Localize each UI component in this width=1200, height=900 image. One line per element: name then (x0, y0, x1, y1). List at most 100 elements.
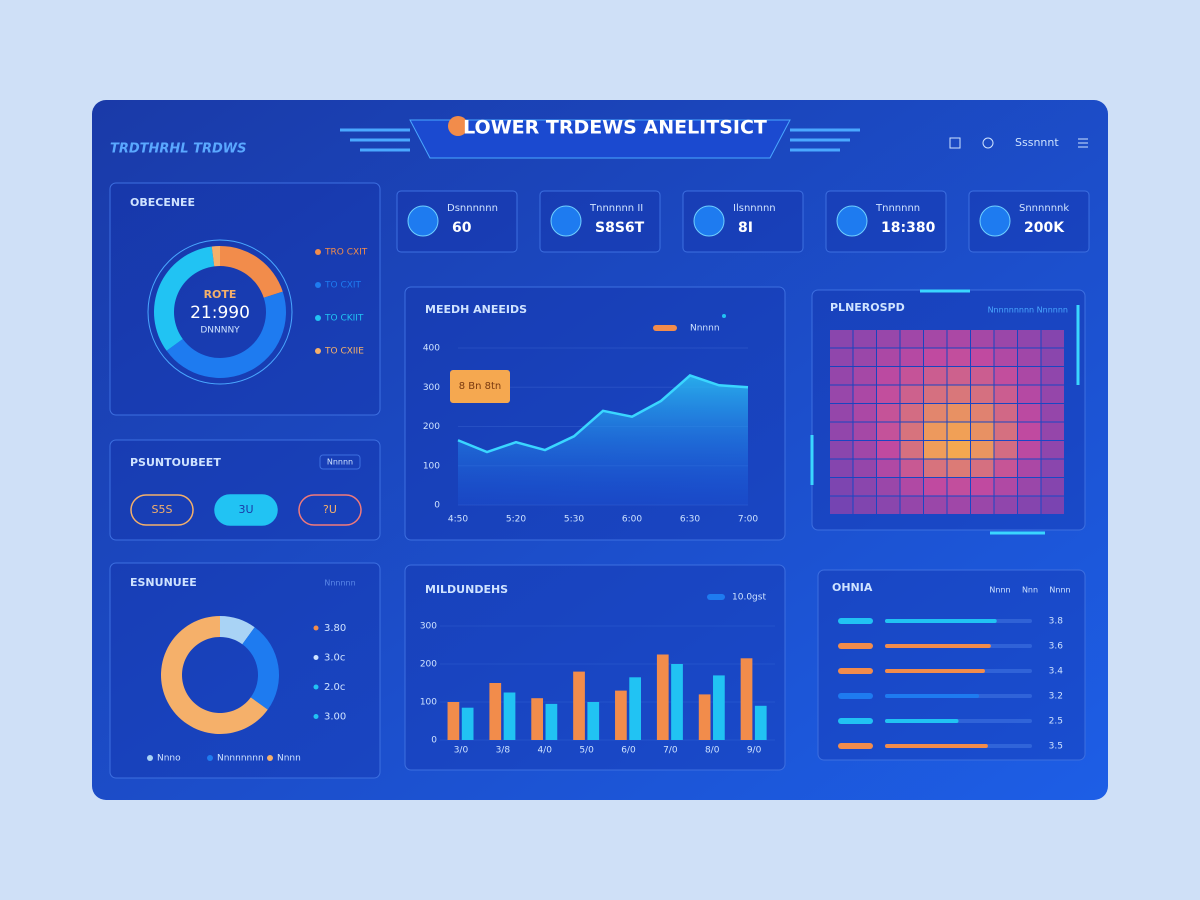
button-label[interactable]: S5S (152, 503, 173, 516)
heat-cell (971, 367, 994, 385)
bar (587, 702, 600, 740)
icon[interactable] (982, 137, 994, 149)
annotation-box (450, 370, 510, 403)
heat-cell (1041, 348, 1064, 366)
heat-cell (877, 367, 900, 385)
bar (447, 702, 460, 740)
legend-dot (313, 684, 319, 690)
panel (109, 562, 381, 779)
side-label: 3.0c (324, 653, 345, 664)
bar (573, 671, 585, 740)
bar (461, 707, 474, 740)
progress-bar (885, 719, 959, 723)
heat-cell (947, 459, 970, 477)
side-label: 3.00 (324, 712, 346, 723)
legend-swatch (707, 594, 725, 600)
heat-cell (1041, 478, 1064, 496)
menu[interactable]: Sssnnnt (1015, 136, 1059, 149)
progress-bar (885, 644, 991, 648)
button[interactable] (214, 494, 278, 526)
heat-cell (924, 385, 947, 403)
row-swatch (838, 643, 873, 649)
menu-icon[interactable] (1078, 138, 1088, 148)
icon[interactable] (949, 137, 961, 149)
bar (489, 683, 502, 740)
heat-cell (947, 441, 970, 459)
legend-label: TO CXIIE (324, 347, 364, 357)
button-label[interactable]: ?U (323, 503, 337, 516)
heat-cell (1041, 441, 1064, 459)
kpi-label: Snnnnnnk (1019, 203, 1069, 214)
heat-cell (924, 441, 947, 459)
heat-cell (830, 348, 853, 366)
heat-cell (853, 348, 876, 366)
heat-cell (924, 330, 947, 348)
row-value: 3.8 (1049, 617, 1064, 627)
legend-dot (315, 348, 321, 354)
x-tick-label: 6:00 (622, 515, 642, 525)
heat-cell (900, 385, 923, 403)
kpi-value: 18:380 (881, 220, 936, 236)
heat-cell (971, 404, 994, 422)
heat-cell (994, 367, 1017, 385)
y-tick-label: 200 (420, 660, 437, 670)
column-label: Nnnn (1049, 586, 1070, 595)
heat-cell (853, 459, 876, 477)
x-tick-label: 7:00 (738, 515, 758, 525)
heat-cell (971, 441, 994, 459)
title: LOWER TRDEWS ANELITSICT (463, 117, 767, 139)
heat-cell (1041, 404, 1064, 422)
heat-cell (900, 330, 923, 348)
bar (713, 675, 725, 740)
heat-cell (900, 496, 923, 514)
legend-label: TO CXIT (324, 281, 362, 291)
heat-cell (971, 478, 994, 496)
column-label: Nnn (1022, 586, 1038, 595)
heat-cell (877, 496, 900, 514)
heat-cell (994, 496, 1017, 514)
row-value: 3.5 (1049, 742, 1063, 752)
heat-cell (947, 367, 970, 385)
x-tick-label: 4:50 (448, 515, 468, 525)
row-value: 3.6 (1049, 642, 1064, 652)
title-bar (409, 119, 791, 159)
y-tick-label: 0 (431, 736, 437, 746)
heat-cell (1018, 348, 1041, 366)
heat-cell (853, 422, 876, 440)
side-label: 3.80 (324, 623, 346, 634)
legend-label: Nnno (157, 754, 181, 764)
heat-cell (1018, 478, 1041, 496)
button-label[interactable]: 3U (238, 503, 253, 516)
bar (656, 654, 669, 740)
heat-cell (830, 330, 853, 348)
heat-cell (1018, 404, 1041, 422)
heat-cell (1018, 422, 1041, 440)
column-label: Nnnn (989, 586, 1010, 595)
area (458, 375, 748, 505)
button[interactable] (130, 494, 194, 526)
heat-cell (830, 385, 853, 403)
row-value: 2.5 (1049, 717, 1063, 727)
heat-cell (830, 459, 853, 477)
donut-segment (166, 291, 286, 379)
panel-title: MEEDH ANEEIDS (425, 303, 527, 316)
donut-segment (154, 246, 215, 351)
panel-title: ESNUNUEE (130, 576, 197, 589)
heat-cell (1018, 367, 1041, 385)
button[interactable] (298, 494, 362, 526)
panel-title: PLNEROSPD (830, 301, 905, 314)
donut-segment (220, 246, 283, 298)
heat-cell (947, 348, 970, 366)
panel-title: OBECENEE (130, 196, 195, 209)
heat-cell (924, 496, 947, 514)
heat-cell (924, 459, 947, 477)
x-tick-label: 5:20 (506, 515, 526, 525)
kpi-icon (407, 205, 439, 237)
decor (810, 289, 1080, 535)
heat-cell (877, 422, 900, 440)
heat-cell (947, 422, 970, 440)
heat-cell (853, 404, 876, 422)
kpi-label: Ilsnnnnn (733, 203, 776, 214)
donut-segment (161, 616, 268, 734)
